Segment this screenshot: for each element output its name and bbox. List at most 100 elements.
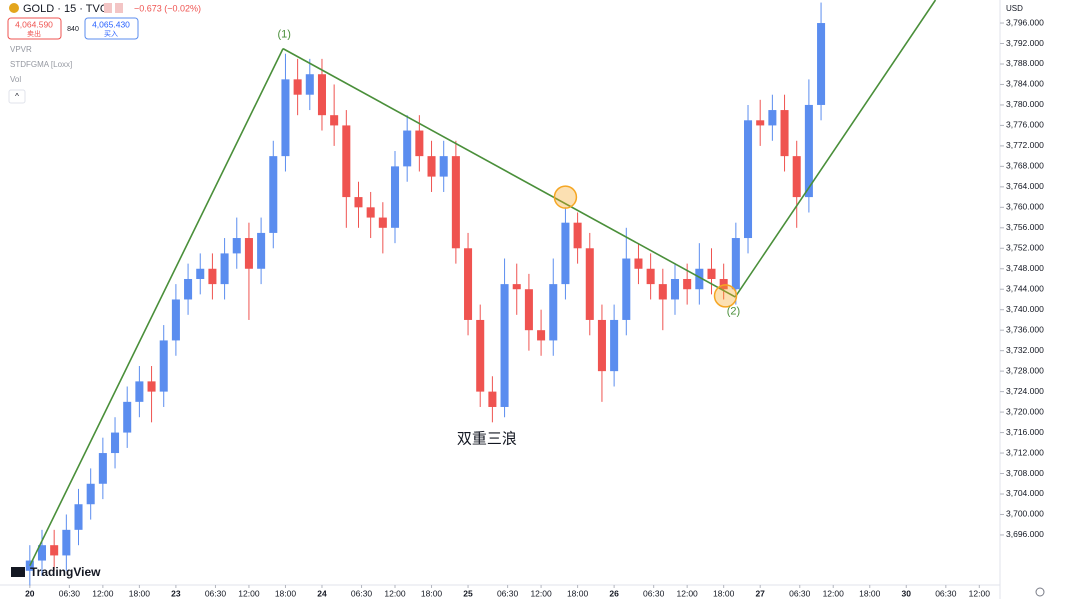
candle-body <box>37 545 47 561</box>
y-tick-label: 3,724.000 <box>1006 386 1044 396</box>
y-tick-label: 3,740.000 <box>1006 304 1044 314</box>
candle-body <box>354 197 363 208</box>
candle-body <box>342 125 351 198</box>
candle-body <box>269 156 278 233</box>
candle-body <box>634 258 643 269</box>
candle-body <box>439 156 448 177</box>
candle-body <box>561 222 570 285</box>
candle-body <box>147 381 156 392</box>
x-tick-label: 06:30 <box>351 588 373 598</box>
y-tick-label: 3,760.000 <box>1006 202 1044 212</box>
x-tick-label: 27 <box>755 588 765 598</box>
settings-icon[interactable] <box>1035 587 1045 597</box>
candle-body <box>135 381 144 402</box>
symbol-icon <box>9 3 19 13</box>
y-tick-label: 3,764.000 <box>1006 181 1044 191</box>
candle-body <box>232 238 241 254</box>
candle-body <box>184 278 193 300</box>
x-tick-label: 18:00 <box>129 588 151 598</box>
indicator[interactable]: STDFGMA [Loxx] <box>10 60 72 69</box>
x-tick-label: 23 <box>171 588 181 598</box>
candle-body <box>744 120 753 239</box>
highlight-circle <box>553 185 578 209</box>
candle-body <box>719 278 728 290</box>
indicator[interactable]: VPVR <box>10 45 32 54</box>
candle-body <box>780 110 789 157</box>
x-tick-label: 06:30 <box>205 588 227 598</box>
y-tick-label: 3,776.000 <box>1006 120 1044 130</box>
candle-body <box>427 156 436 177</box>
x-tick-label: 06:30 <box>497 588 519 598</box>
collapse-button[interactable] <box>8 89 26 104</box>
x-tick-label: 24 <box>317 588 327 598</box>
candle-body <box>695 268 704 290</box>
currency: USD <box>1006 4 1023 13</box>
x-tick-label: 18:00 <box>713 588 735 598</box>
y-tick-label: 3,716.000 <box>1006 427 1044 437</box>
logo-icon <box>11 567 25 577</box>
candle-body <box>585 248 594 320</box>
candle-body <box>756 120 765 126</box>
x-tick-label: 06:30 <box>59 588 81 598</box>
candle-body <box>366 207 375 218</box>
candle-body <box>123 401 132 433</box>
candle-body <box>50 545 59 556</box>
candle-body <box>208 268 217 285</box>
x-tick-label: 12:00 <box>238 588 260 598</box>
candle-body <box>792 156 801 198</box>
y-tick-label: 3,720.000 <box>1006 406 1044 416</box>
y-tick-label: 3,796.000 <box>1006 17 1044 27</box>
candle-body <box>390 166 400 228</box>
y-tick-label: 3,772.000 <box>1006 140 1044 150</box>
buy-button[interactable] <box>84 17 139 40</box>
y-tick-label: 3,784.000 <box>1006 79 1044 89</box>
candle-body <box>415 130 424 157</box>
candle-body <box>646 268 655 285</box>
candle-body <box>281 79 290 157</box>
candle-body <box>707 268 716 279</box>
wave-line <box>282 47 736 298</box>
y-tick-label: 3,732.000 <box>1006 345 1044 355</box>
sell-price: 4,064.590 <box>15 19 53 29</box>
x-tick-label: 18:00 <box>421 588 443 598</box>
candle-body <box>86 483 95 505</box>
x-tick-label: 12:00 <box>677 588 699 598</box>
x-tick-label: 12:00 <box>384 588 406 598</box>
y-tick-label: 3,780.000 <box>1006 99 1044 109</box>
wave-line <box>29 48 284 567</box>
candle-body <box>768 110 777 126</box>
logo: TradingView <box>30 565 101 579</box>
candle-body <box>670 278 680 300</box>
x-tick-label: 12:00 <box>92 588 114 598</box>
symbol[interactable]: GOLD · 15 · TVC <box>23 3 108 15</box>
sell-label: 卖出 <box>27 29 41 38</box>
flag-icon <box>115 3 123 13</box>
x-tick-label: 18:00 <box>275 588 297 598</box>
candle-body <box>610 319 619 372</box>
indicator[interactable]: Vol <box>10 75 21 84</box>
sell-button[interactable] <box>7 17 62 40</box>
y-tick-label: 3,736.000 <box>1006 324 1044 334</box>
candle-body <box>244 238 253 269</box>
candle-body <box>622 258 631 320</box>
candle-body <box>378 217 387 228</box>
candle-body <box>220 253 229 285</box>
x-tick-label: 18:00 <box>567 588 589 598</box>
y-tick-label: 3,708.000 <box>1006 468 1044 478</box>
y-tick-label: 3,752.000 <box>1006 243 1044 253</box>
annotation-label: 双重三浪 <box>457 431 517 448</box>
candle-body <box>257 232 266 269</box>
candle-body <box>804 104 813 198</box>
y-tick-label: 3,728.000 <box>1006 365 1044 375</box>
candle-body <box>537 330 546 341</box>
change: −0.673 (−0.02%) <box>134 3 201 13</box>
candle-body <box>549 284 558 341</box>
x-tick-label: 25 <box>463 588 473 598</box>
candle-body <box>597 319 606 372</box>
candle-body <box>500 284 509 407</box>
x-tick-label: 26 <box>609 588 619 598</box>
candle-body <box>658 284 667 300</box>
x-tick-label: 30 <box>902 588 912 598</box>
